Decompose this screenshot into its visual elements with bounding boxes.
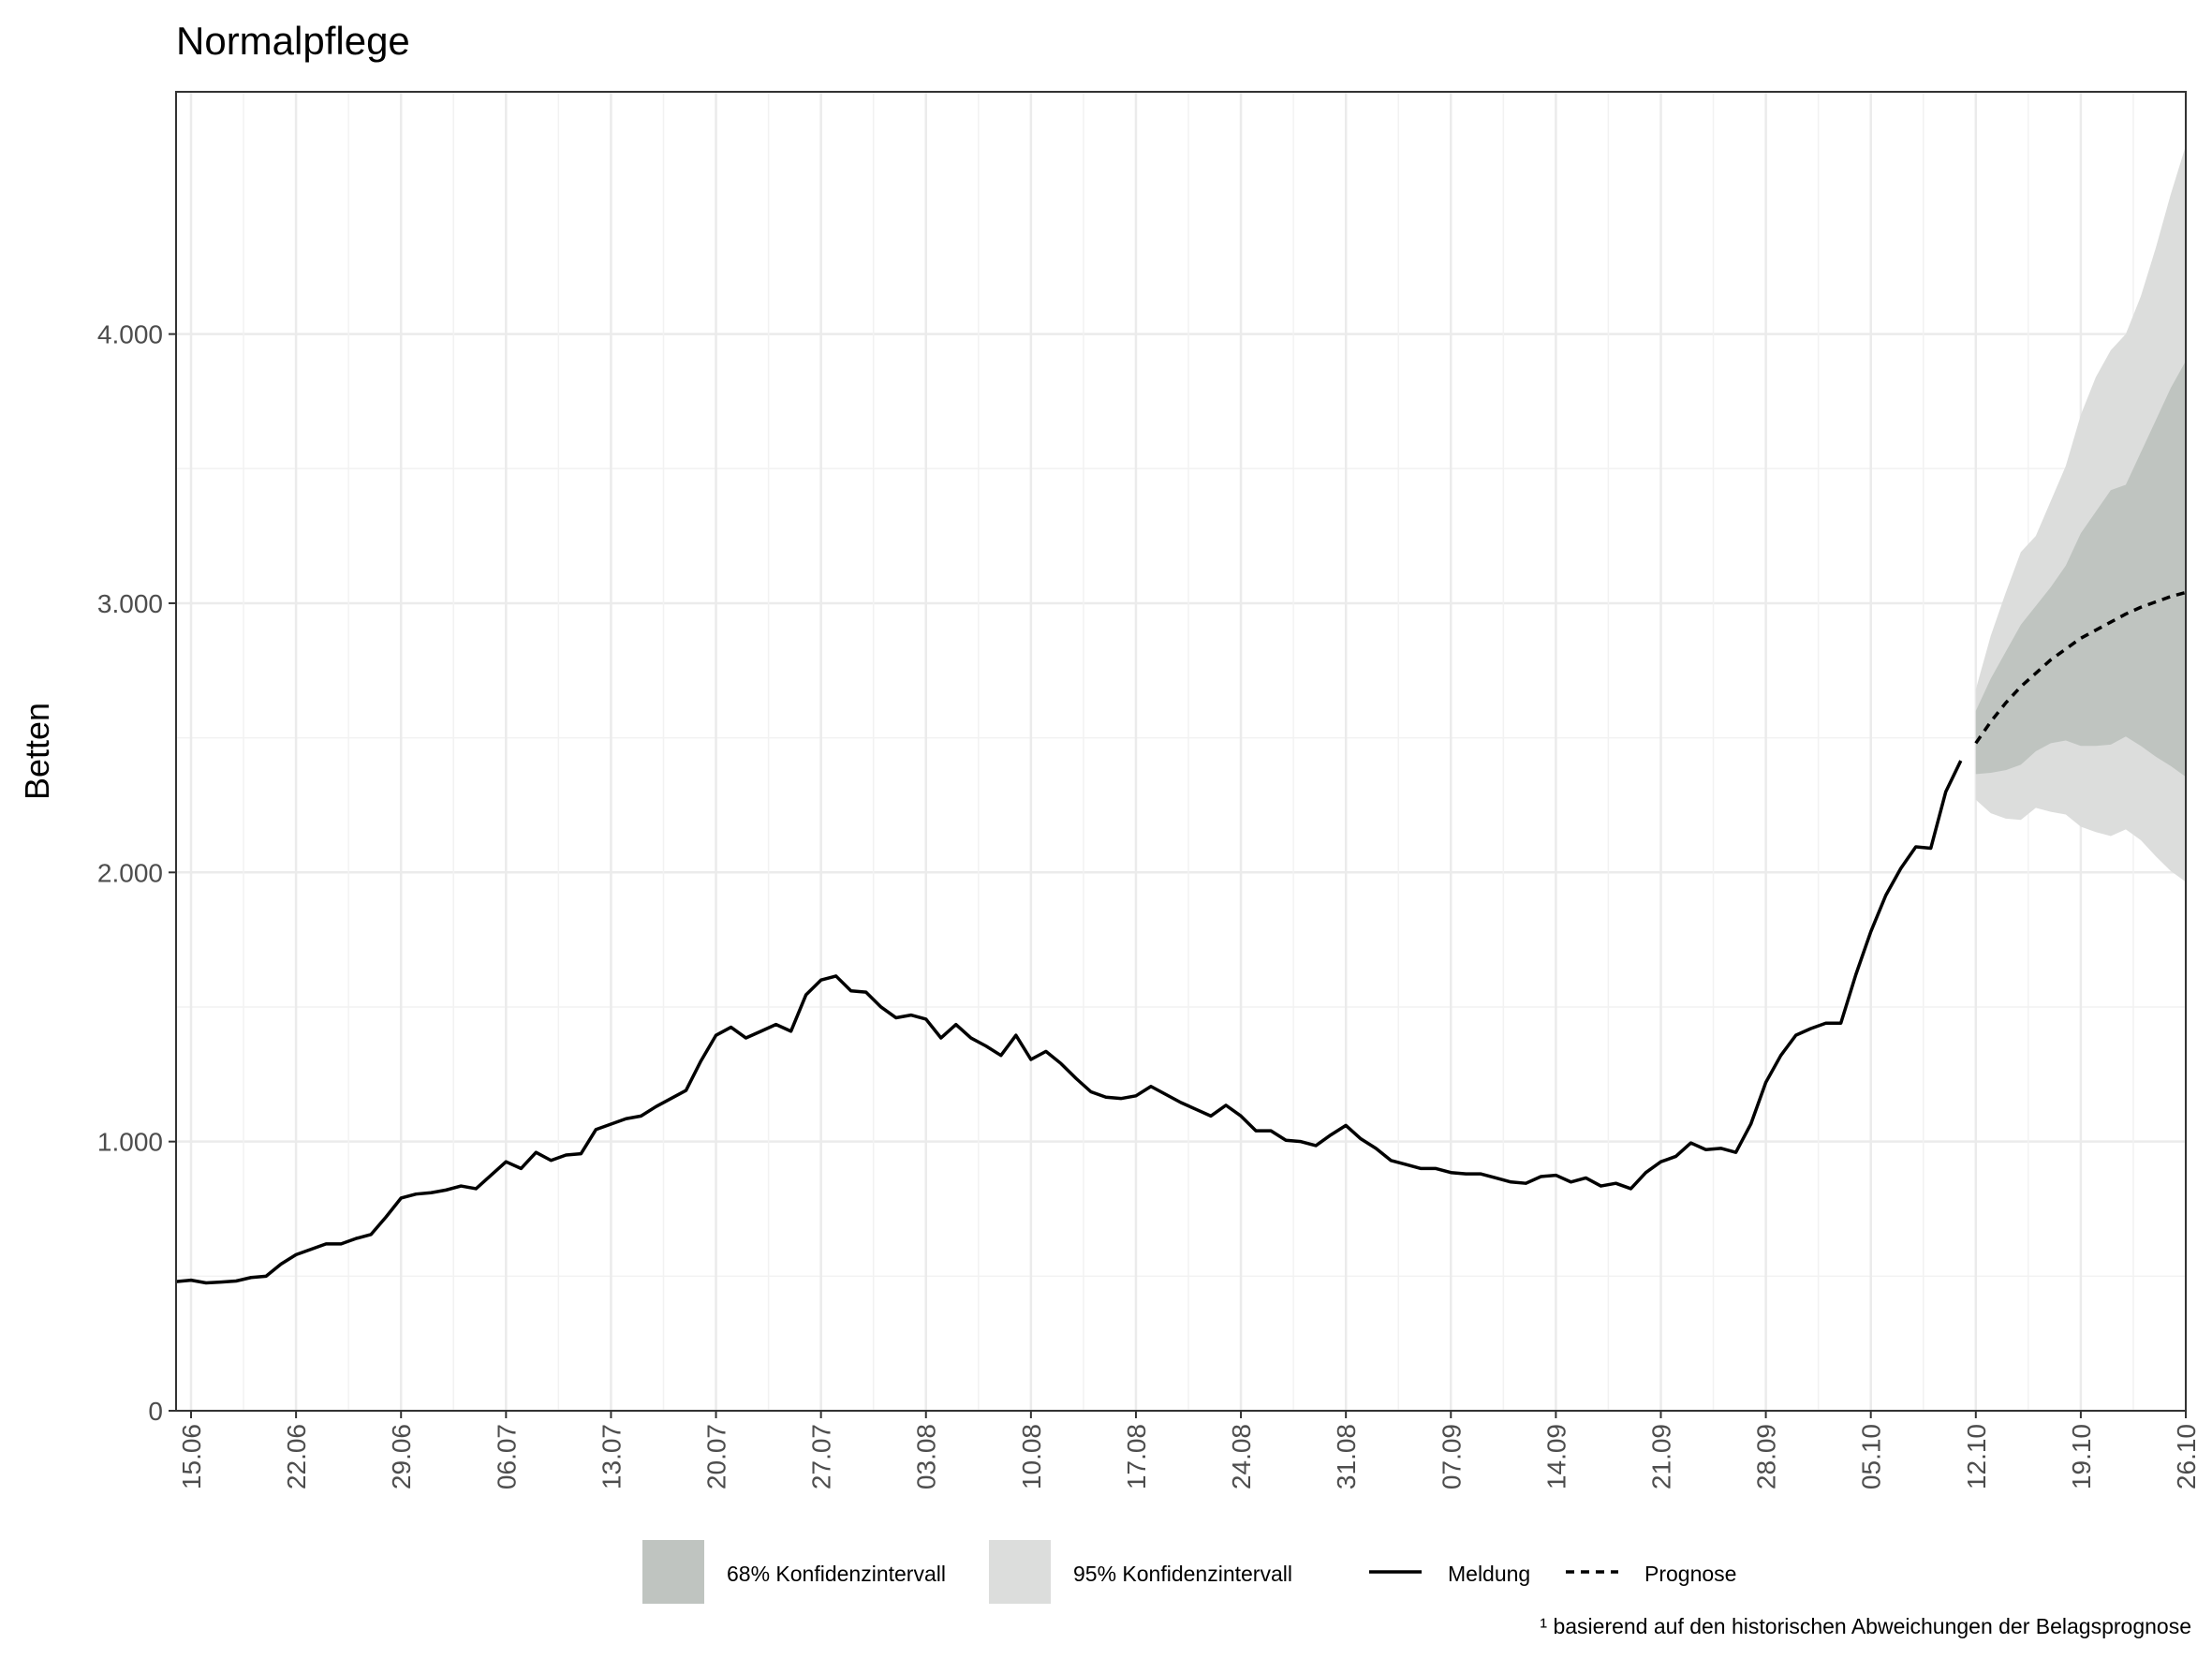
x-tick-label: 17.08	[1122, 1424, 1151, 1489]
footnote: ¹ basierend auf den historischen Abweich…	[1540, 1614, 2191, 1638]
y-tick-label: 2.000	[97, 858, 163, 887]
x-tick-label: 15.06	[177, 1424, 206, 1489]
plot-marks	[175, 145, 2187, 1285]
y-axis-label: Betten	[18, 703, 56, 800]
y-tick-label: 4.000	[97, 320, 163, 349]
legend-label: 95% Konfidenzintervall	[1073, 1562, 1292, 1586]
x-tick-label: 10.08	[1017, 1424, 1046, 1489]
confidence-band	[1975, 361, 2186, 778]
series-line	[175, 760, 1963, 1285]
y-tick-label: 1.000	[97, 1128, 163, 1157]
x-tick-label: 22.06	[282, 1424, 311, 1489]
x-tick-label: 29.06	[387, 1424, 416, 1489]
series-line	[1974, 590, 2187, 745]
x-tick-label: 03.08	[912, 1424, 941, 1489]
legend-label: Meldung	[1448, 1562, 1530, 1586]
x-tick-label: 24.08	[1227, 1424, 1256, 1489]
legend-label: Prognose	[1644, 1562, 1736, 1586]
chart-title: Normalpflege	[176, 19, 410, 63]
x-tick-label: 21.09	[1646, 1424, 1675, 1489]
x-tick-label: 20.07	[702, 1424, 731, 1489]
legend: 68% Konfidenzintervall 95% Konfidenzinter…	[642, 1540, 1736, 1604]
legend-swatch	[989, 1540, 1051, 1604]
x-tick-label: 14.09	[1541, 1424, 1571, 1489]
x-tick-label: 12.10	[1962, 1424, 1991, 1489]
x-tick-label: 07.09	[1437, 1424, 1466, 1489]
x-tick-label: 27.07	[807, 1424, 836, 1489]
x-tick-label: 19.10	[2067, 1424, 2096, 1489]
legend-swatch	[642, 1540, 704, 1604]
x-tick-label: 05.10	[1857, 1424, 1886, 1489]
x-tick-label: 28.09	[1752, 1424, 1781, 1489]
axes: 0 1.000 2.000 3.000 4.000 15.06 22.06 29.06 06.0…	[97, 91, 2201, 1489]
x-tick-label: 13.07	[597, 1424, 626, 1489]
y-tick-label: 3.000	[97, 589, 163, 618]
x-tick-label: 26.10	[2172, 1424, 2201, 1489]
y-tick-label: 0	[148, 1397, 163, 1426]
legend-label: 68% Konfidenzintervall	[727, 1562, 946, 1586]
plot-frame	[175, 91, 2187, 1412]
x-tick-label: 31.08	[1332, 1424, 1361, 1489]
x-tick-label: 06.07	[492, 1424, 521, 1489]
